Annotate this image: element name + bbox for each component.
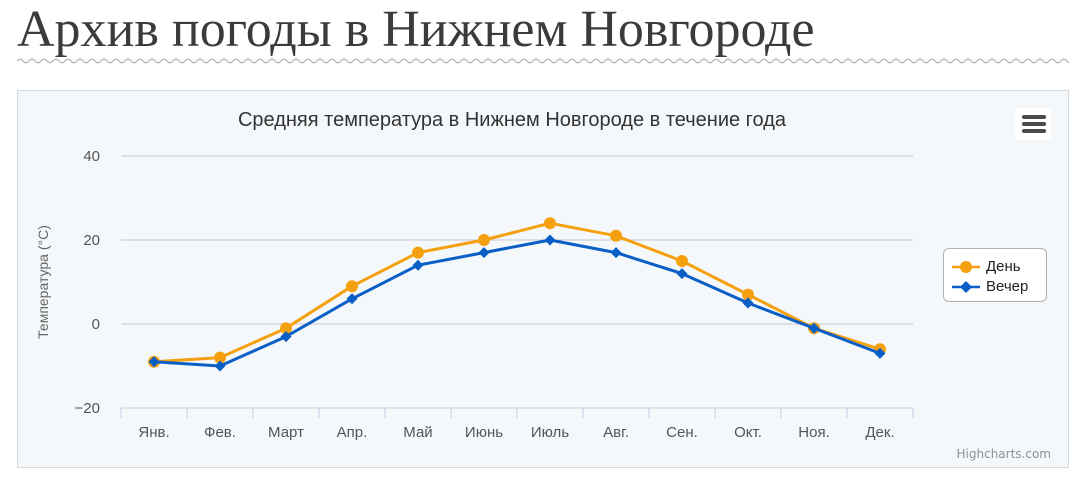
- data-point[interactable]: [478, 247, 490, 259]
- x-tick-label: Апр.: [337, 424, 368, 441]
- data-point[interactable]: [676, 268, 688, 280]
- legend-day-marker-icon: [952, 261, 980, 273]
- data-point[interactable]: [346, 280, 358, 293]
- legend-label-evening: Вечер: [986, 278, 1029, 295]
- series-layer: [148, 217, 886, 372]
- series-line: [153, 238, 881, 368]
- x-tick-label: Июнь: [465, 424, 503, 441]
- y-axis-tick-labels: 40 20 0 −20: [75, 148, 100, 417]
- legend-item-day[interactable]: День: [952, 257, 1044, 277]
- data-point[interactable]: [676, 255, 688, 267]
- data-point[interactable]: [412, 259, 424, 271]
- data-point[interactable]: [808, 322, 820, 334]
- chart-container: Средняя температура в Нижнем Новгороде в…: [17, 90, 1069, 468]
- legend-item-evening[interactable]: Вечер: [952, 277, 1044, 297]
- data-point[interactable]: [280, 331, 292, 343]
- data-point[interactable]: [346, 293, 358, 305]
- chart-title: Средняя температура в Нижнем Новгороде в…: [238, 109, 787, 131]
- x-tick-label: Дек.: [865, 424, 894, 441]
- grid-lines: [121, 155, 913, 325]
- x-tick-label: Сен.: [666, 424, 698, 441]
- y-tick-label: 20: [83, 232, 100, 249]
- data-point[interactable]: [742, 288, 754, 301]
- y-tick-label: −20: [75, 400, 100, 417]
- data-point[interactable]: [544, 234, 556, 246]
- data-point[interactable]: [544, 217, 556, 230]
- x-tick-label: Фев.: [204, 424, 236, 441]
- credits-link[interactable]: Highcharts.com: [956, 447, 1051, 461]
- x-tick-label: Янв.: [138, 424, 169, 441]
- x-tick-label: Окт.: [734, 424, 762, 441]
- data-point[interactable]: [478, 234, 490, 246]
- data-point[interactable]: [280, 322, 292, 335]
- data-point[interactable]: [610, 247, 622, 259]
- data-point[interactable]: [742, 297, 754, 309]
- data-point[interactable]: [214, 360, 226, 372]
- y-tick-label: 0: [92, 316, 100, 333]
- data-point[interactable]: [214, 351, 226, 364]
- x-tick-label: Авг.: [603, 424, 629, 441]
- hamburger-menu-icon: [1022, 115, 1046, 119]
- legend-evening-marker-icon: [952, 281, 980, 293]
- data-point[interactable]: [148, 356, 160, 368]
- series-line: [153, 221, 881, 364]
- data-point[interactable]: [610, 229, 622, 242]
- x-tick-label: Март: [268, 424, 304, 441]
- wavy-divider: [17, 58, 1069, 64]
- y-tick-label: 40: [83, 148, 100, 165]
- series-evening: [148, 234, 886, 372]
- chart-menu-button[interactable]: [1015, 108, 1051, 140]
- x-tick-label: Ноя.: [798, 424, 829, 441]
- y-axis-title: Температура (°C): [35, 225, 51, 339]
- x-tick-label: Июль: [531, 424, 569, 441]
- chart-legend: День Вечер: [943, 248, 1047, 302]
- x-axis: Янв. Фев. Март Апр. Май Июнь Июль Авг. Сен. Окт. Н…: [120, 407, 914, 441]
- page-title: Архив погоды в Нижнем Новгороде: [17, 1, 815, 58]
- data-point[interactable]: [874, 347, 886, 359]
- temperature-chart: Средняя температура в Нижнем Новгороде в…: [35, 109, 914, 441]
- x-tick-label: Май: [403, 424, 432, 441]
- data-point[interactable]: [412, 246, 424, 259]
- legend-label-day: День: [986, 258, 1021, 275]
